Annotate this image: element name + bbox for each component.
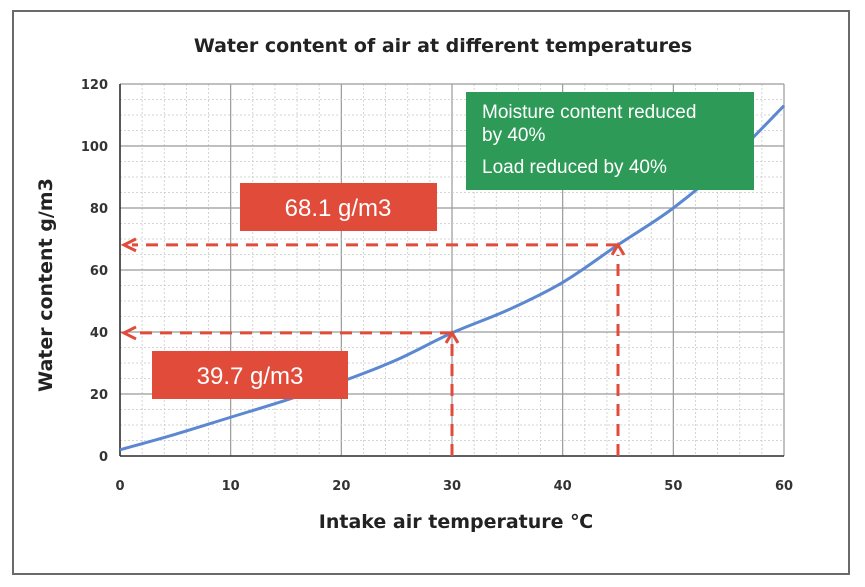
arrowhead-left (120, 325, 137, 341)
y-tick-label: 120 (81, 78, 108, 93)
y-tick-label: 40 (90, 326, 108, 341)
x-tick-label: 0 (115, 479, 124, 494)
arrowhead-left (120, 237, 137, 253)
y-tick-label: 20 (90, 388, 108, 403)
y-tick-label: 100 (81, 140, 108, 155)
x-tick-label: 20 (332, 479, 350, 494)
callout-label-high: 68.1 g/m3 (285, 195, 392, 222)
note-line-1: Moisture content reduced (482, 102, 696, 123)
y-tick-labels: 0 20 40 60 80 100 120 (81, 78, 108, 465)
x-tick-labels: 0 10 20 30 40 50 60 (115, 479, 793, 494)
y-tick-label: 0 (99, 450, 108, 465)
callout-label-low: 39.7 g/m3 (197, 363, 304, 390)
x-tick-label: 10 (222, 479, 240, 494)
x-axis-label: Intake air temperature ℃ (319, 511, 593, 533)
x-tick-label: 50 (664, 479, 682, 494)
y-tick-label: 80 (90, 202, 108, 217)
arrowhead-up (610, 241, 626, 256)
note-box (466, 92, 754, 190)
arrowhead-up (444, 330, 460, 344)
x-tick-label: 40 (554, 479, 572, 494)
callout-box-low (152, 351, 348, 399)
series-line (119, 104, 786, 452)
callout-box-high (240, 183, 437, 231)
y-axis-label: Water content g/m3 (35, 178, 57, 392)
chart-title: Water content of air at different temper… (194, 35, 692, 57)
y-tick-label: 60 (90, 264, 108, 279)
note-line-3: Load reduced by 40% (482, 157, 667, 178)
note-line-2: by 40% (482, 125, 545, 146)
x-tick-label: 60 (775, 479, 793, 494)
x-tick-label: 30 (443, 479, 461, 494)
annotation-guides (120, 237, 626, 456)
